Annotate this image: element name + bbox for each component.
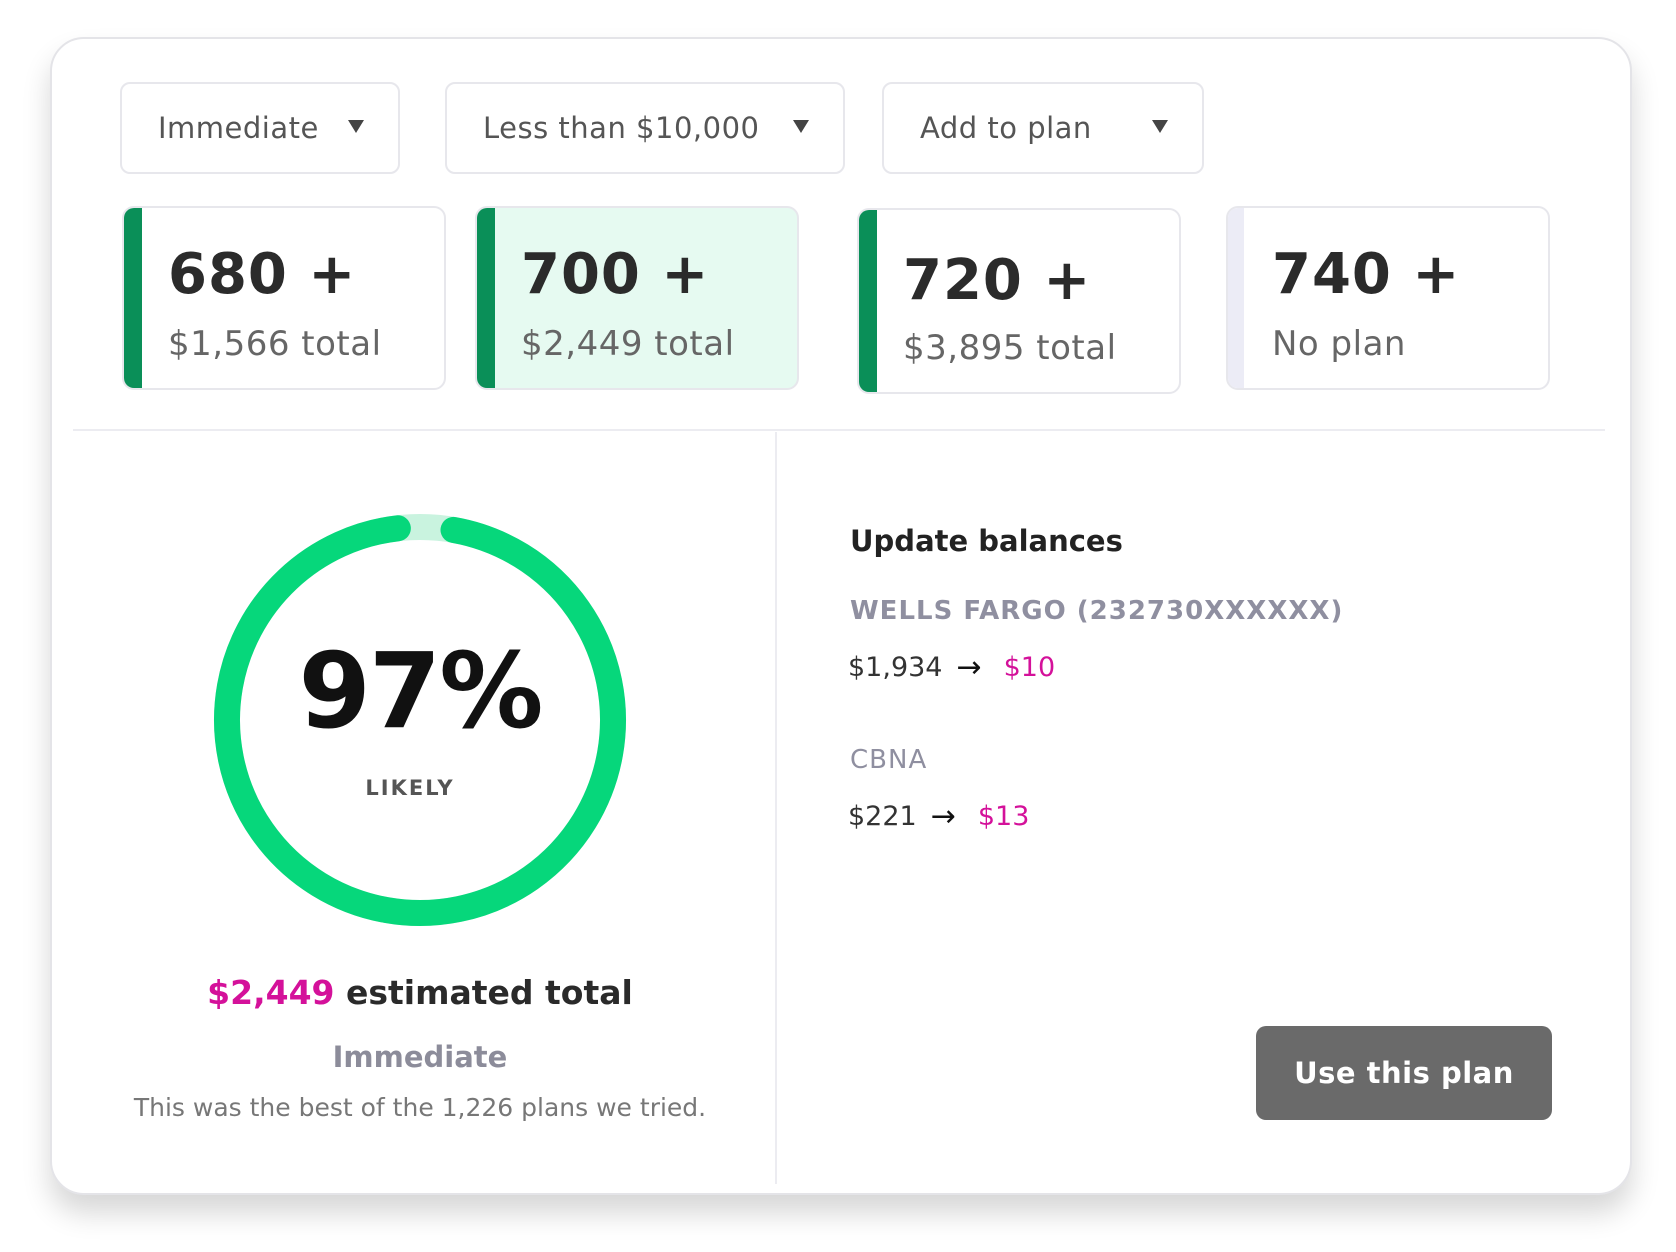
tier-score: 720 + [903, 248, 1092, 313]
balance-from: $221 [848, 801, 917, 832]
estimated-total: $2,449 estimated total [60, 973, 780, 1012]
estimated-suffix: estimated total [346, 973, 633, 1012]
plan-timing: Immediate [332, 1040, 508, 1074]
tier-score: 680 + [168, 242, 357, 307]
balance-to: $10 [1003, 652, 1056, 683]
account-name: CBNA [850, 745, 928, 775]
tier-total: $3,895 total [903, 328, 1117, 368]
balance-from: $1,934 [848, 652, 943, 683]
plan-dropdown-value: Add to plan [920, 111, 1092, 145]
account-name: WELLS FARGO (232730XXXXXX) [850, 596, 1344, 626]
plan-dropdown[interactable]: Add to plan [882, 82, 1204, 174]
likelihood-ring-progress [214, 514, 626, 926]
update-balances-title: Update balances [850, 524, 1123, 558]
tier-total: $2,449 total [521, 324, 735, 364]
tier-card-680[interactable]: 680 + $1,566 total [122, 206, 446, 390]
section-divider [73, 429, 1605, 431]
chevron-down-icon [793, 120, 809, 133]
tier-score: 700 + [521, 242, 710, 307]
likelihood-ring [214, 514, 626, 926]
tier-accent-bar [477, 208, 495, 388]
tier-total: No plan [1272, 324, 1406, 364]
timing-dropdown-value: Immediate [158, 111, 319, 145]
tier-accent-bar [1228, 208, 1244, 388]
likelihood-percent: 97% [298, 630, 544, 752]
timing-dropdown[interactable]: Immediate [120, 82, 400, 174]
plan-note: This was the best of the 1,226 plans we … [133, 1093, 707, 1122]
chevron-down-icon [348, 120, 364, 133]
tier-card-740[interactable]: 740 + No plan [1226, 206, 1550, 390]
tier-score: 740 + [1272, 242, 1461, 307]
tier-card-700[interactable]: 700 + $2,449 total [475, 206, 799, 390]
column-divider [775, 432, 777, 1184]
balance-change: $221 → $13 [848, 799, 1029, 834]
tier-accent-bar [859, 210, 877, 392]
tier-accent-bar [124, 208, 142, 388]
balance-to: $13 [977, 801, 1030, 832]
estimated-amount: $2,449 [207, 973, 335, 1012]
use-this-plan-button[interactable]: Use this plan [1256, 1026, 1552, 1120]
amount-dropdown[interactable]: Less than $10,000 [445, 82, 845, 174]
likelihood-label: LIKELY [365, 776, 455, 800]
tier-card-720[interactable]: 720 + $3,895 total [857, 208, 1181, 394]
arrow-right-icon: → [930, 799, 956, 834]
arrow-right-icon: → [956, 650, 982, 685]
amount-dropdown-value: Less than $10,000 [483, 111, 760, 145]
chevron-down-icon [1152, 120, 1168, 133]
balance-change: $1,934 → $10 [848, 650, 1055, 685]
tier-total: $1,566 total [168, 324, 382, 364]
